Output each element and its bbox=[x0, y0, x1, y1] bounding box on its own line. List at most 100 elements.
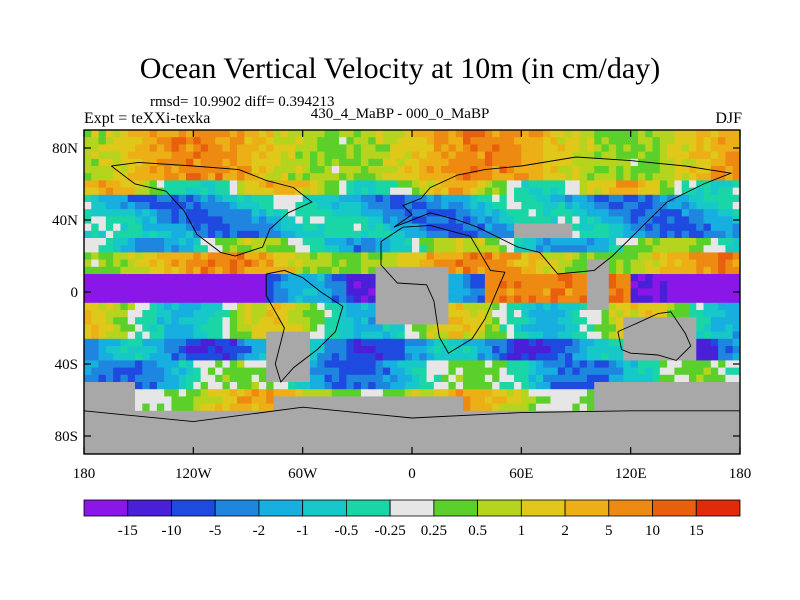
field-cell bbox=[419, 223, 428, 232]
field-cell bbox=[302, 252, 311, 261]
field-cell bbox=[550, 396, 559, 405]
field-cell bbox=[616, 281, 624, 289]
field-cell bbox=[681, 137, 690, 145]
field-cell bbox=[375, 310, 384, 318]
field-cell bbox=[331, 194, 340, 203]
field-cell bbox=[565, 216, 573, 225]
field-cell bbox=[258, 338, 267, 347]
field-cell bbox=[360, 158, 369, 167]
field-cell bbox=[135, 317, 143, 325]
field-cell bbox=[375, 274, 384, 282]
field-cell bbox=[288, 281, 296, 289]
field-cell bbox=[207, 245, 216, 253]
field-cell bbox=[470, 216, 479, 225]
field-cell bbox=[710, 180, 719, 189]
field-cell bbox=[295, 252, 304, 261]
field-cell bbox=[448, 166, 457, 174]
field-cell bbox=[514, 367, 522, 376]
field-cell bbox=[521, 374, 530, 383]
field-cell bbox=[645, 439, 654, 448]
field-cell bbox=[149, 223, 158, 232]
field-cell bbox=[120, 230, 129, 239]
field-cell bbox=[412, 432, 420, 441]
field-cell bbox=[688, 331, 697, 340]
field-cell bbox=[572, 295, 581, 304]
field-cell bbox=[178, 382, 187, 390]
field-cell bbox=[280, 374, 289, 383]
field-cell bbox=[397, 144, 406, 153]
field-cell bbox=[725, 281, 734, 289]
field-cell bbox=[375, 173, 384, 181]
field-cell bbox=[419, 403, 428, 412]
field-cell bbox=[207, 360, 216, 369]
field-cell bbox=[309, 331, 318, 340]
field-cell bbox=[521, 317, 530, 325]
field-cell bbox=[579, 310, 588, 318]
field-cell bbox=[404, 396, 413, 405]
field-cell bbox=[572, 173, 581, 181]
field-cell bbox=[120, 418, 129, 426]
field-cell bbox=[637, 281, 646, 289]
field-cell bbox=[258, 274, 267, 282]
field-cell bbox=[193, 151, 202, 160]
field-cell bbox=[288, 324, 296, 333]
coastline bbox=[265, 269, 344, 383]
field-cell bbox=[91, 432, 100, 441]
field-cell bbox=[237, 259, 245, 268]
field-cell bbox=[725, 166, 734, 174]
field-cell bbox=[484, 346, 493, 354]
field-cell bbox=[718, 266, 726, 275]
field-cell bbox=[280, 158, 289, 167]
field-cell bbox=[637, 180, 646, 189]
field-cell bbox=[652, 302, 661, 311]
field-cell bbox=[251, 446, 260, 454]
field-cell bbox=[594, 295, 603, 304]
field-cell bbox=[688, 230, 697, 239]
field-cell bbox=[120, 216, 129, 225]
field-cell bbox=[164, 324, 172, 333]
field-cell bbox=[630, 259, 639, 268]
field-cell bbox=[550, 216, 559, 225]
field-cell bbox=[732, 439, 740, 448]
field-cell bbox=[696, 202, 705, 210]
field-cell bbox=[565, 410, 573, 419]
field-cell bbox=[659, 432, 668, 441]
field-cell bbox=[514, 382, 522, 390]
field-cell bbox=[412, 166, 420, 174]
field-cell bbox=[645, 389, 654, 397]
field-cell bbox=[237, 158, 245, 167]
field-cell bbox=[120, 317, 129, 325]
field-cell bbox=[229, 382, 238, 390]
field-cell bbox=[557, 216, 566, 225]
field-cell bbox=[200, 353, 209, 361]
field-cell bbox=[397, 266, 406, 275]
field-cell bbox=[353, 418, 362, 426]
field-cell bbox=[193, 425, 202, 433]
field-cell bbox=[266, 396, 275, 405]
field-cell bbox=[492, 353, 500, 361]
field-cell bbox=[572, 187, 581, 196]
field-cell bbox=[339, 374, 347, 383]
field-cell bbox=[207, 173, 216, 181]
field-cell bbox=[98, 374, 107, 383]
field-cell bbox=[572, 338, 581, 347]
field-cell bbox=[113, 230, 121, 239]
field-cell bbox=[251, 252, 260, 261]
field-cell bbox=[492, 295, 500, 304]
field-cell bbox=[390, 288, 398, 297]
field-cell bbox=[375, 266, 384, 275]
field-cell bbox=[550, 317, 559, 325]
field-cell bbox=[645, 382, 654, 390]
field-cell bbox=[331, 281, 340, 289]
field-cell bbox=[360, 245, 369, 253]
field-cell bbox=[244, 158, 253, 167]
field-cell bbox=[535, 223, 544, 232]
field-cell bbox=[586, 209, 595, 217]
field-cell bbox=[652, 367, 661, 376]
field-cell bbox=[309, 173, 318, 181]
field-cell bbox=[455, 274, 464, 282]
field-cell bbox=[368, 446, 377, 454]
field-cell bbox=[368, 158, 377, 167]
field-cell bbox=[514, 130, 522, 138]
